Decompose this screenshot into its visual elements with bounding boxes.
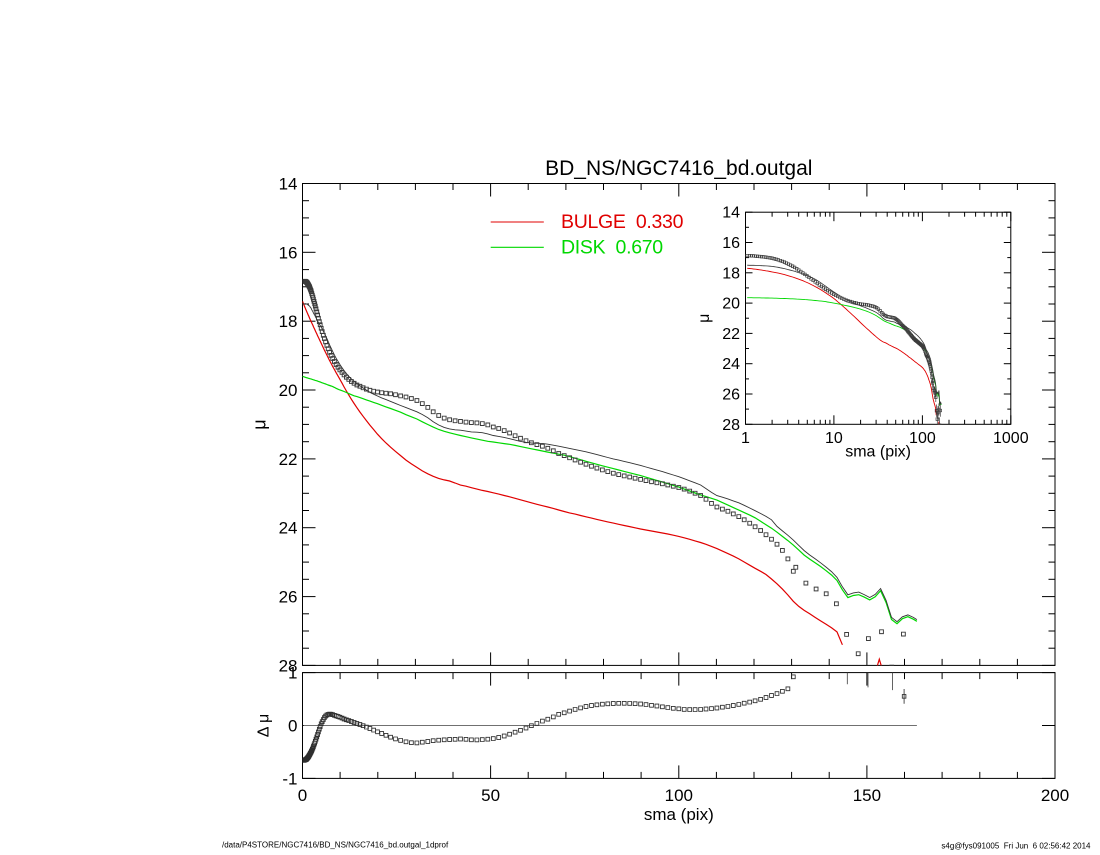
svg-text:s4g@fys091005 Fri Jun 6 02:5: s4g@fys091005 Fri Jun 6 02:56:42 2014 [941, 842, 1091, 851]
svg-text:22: 22 [279, 450, 298, 469]
svg-text:150: 150 [853, 786, 881, 805]
svg-text:14: 14 [279, 175, 298, 194]
svg-text:200: 200 [1041, 786, 1069, 805]
svg-text:sma (pix): sma (pix) [845, 444, 911, 461]
svg-text:1: 1 [741, 430, 750, 447]
svg-text:-1: -1 [282, 769, 297, 788]
svg-text:μ: μ [696, 314, 713, 323]
svg-text:20: 20 [279, 381, 298, 400]
svg-text:1000: 1000 [993, 430, 1029, 447]
svg-text:24: 24 [279, 519, 298, 538]
svg-text:μ: μ [250, 419, 270, 429]
svg-text:DISK 0.670: DISK 0.670 [561, 236, 663, 258]
svg-text:10: 10 [825, 430, 843, 447]
svg-text:BULGE 0.330: BULGE 0.330 [561, 211, 684, 233]
svg-text:26: 26 [722, 387, 740, 404]
svg-text:sma (pix): sma (pix) [644, 805, 714, 824]
svg-text:0: 0 [298, 786, 307, 805]
svg-text:1: 1 [288, 664, 297, 683]
svg-text:26: 26 [279, 588, 298, 607]
svg-text:22: 22 [722, 326, 740, 343]
svg-text:16: 16 [722, 235, 740, 252]
svg-text:24: 24 [722, 356, 740, 373]
svg-text:BD_NS/NGC7416_bd.outgal: BD_NS/NGC7416_bd.outgal [545, 157, 812, 180]
svg-text:16: 16 [279, 243, 298, 262]
svg-text:100: 100 [909, 430, 936, 447]
svg-text:50: 50 [481, 786, 500, 805]
svg-text:28: 28 [722, 417, 740, 434]
svg-text:100: 100 [665, 786, 693, 805]
svg-text:Δ μ: Δ μ [256, 714, 273, 737]
svg-text:18: 18 [279, 312, 298, 331]
svg-text:14: 14 [722, 205, 740, 222]
svg-text:0: 0 [288, 717, 297, 736]
svg-text:20: 20 [722, 296, 740, 313]
svg-text:/data/P4STORE/NGC7416/BD_NS/NG: /data/P4STORE/NGC7416/BD_NS/NGC7416_bd.o… [222, 841, 449, 850]
svg-text:28: 28 [279, 656, 298, 675]
svg-text:18: 18 [722, 265, 740, 282]
